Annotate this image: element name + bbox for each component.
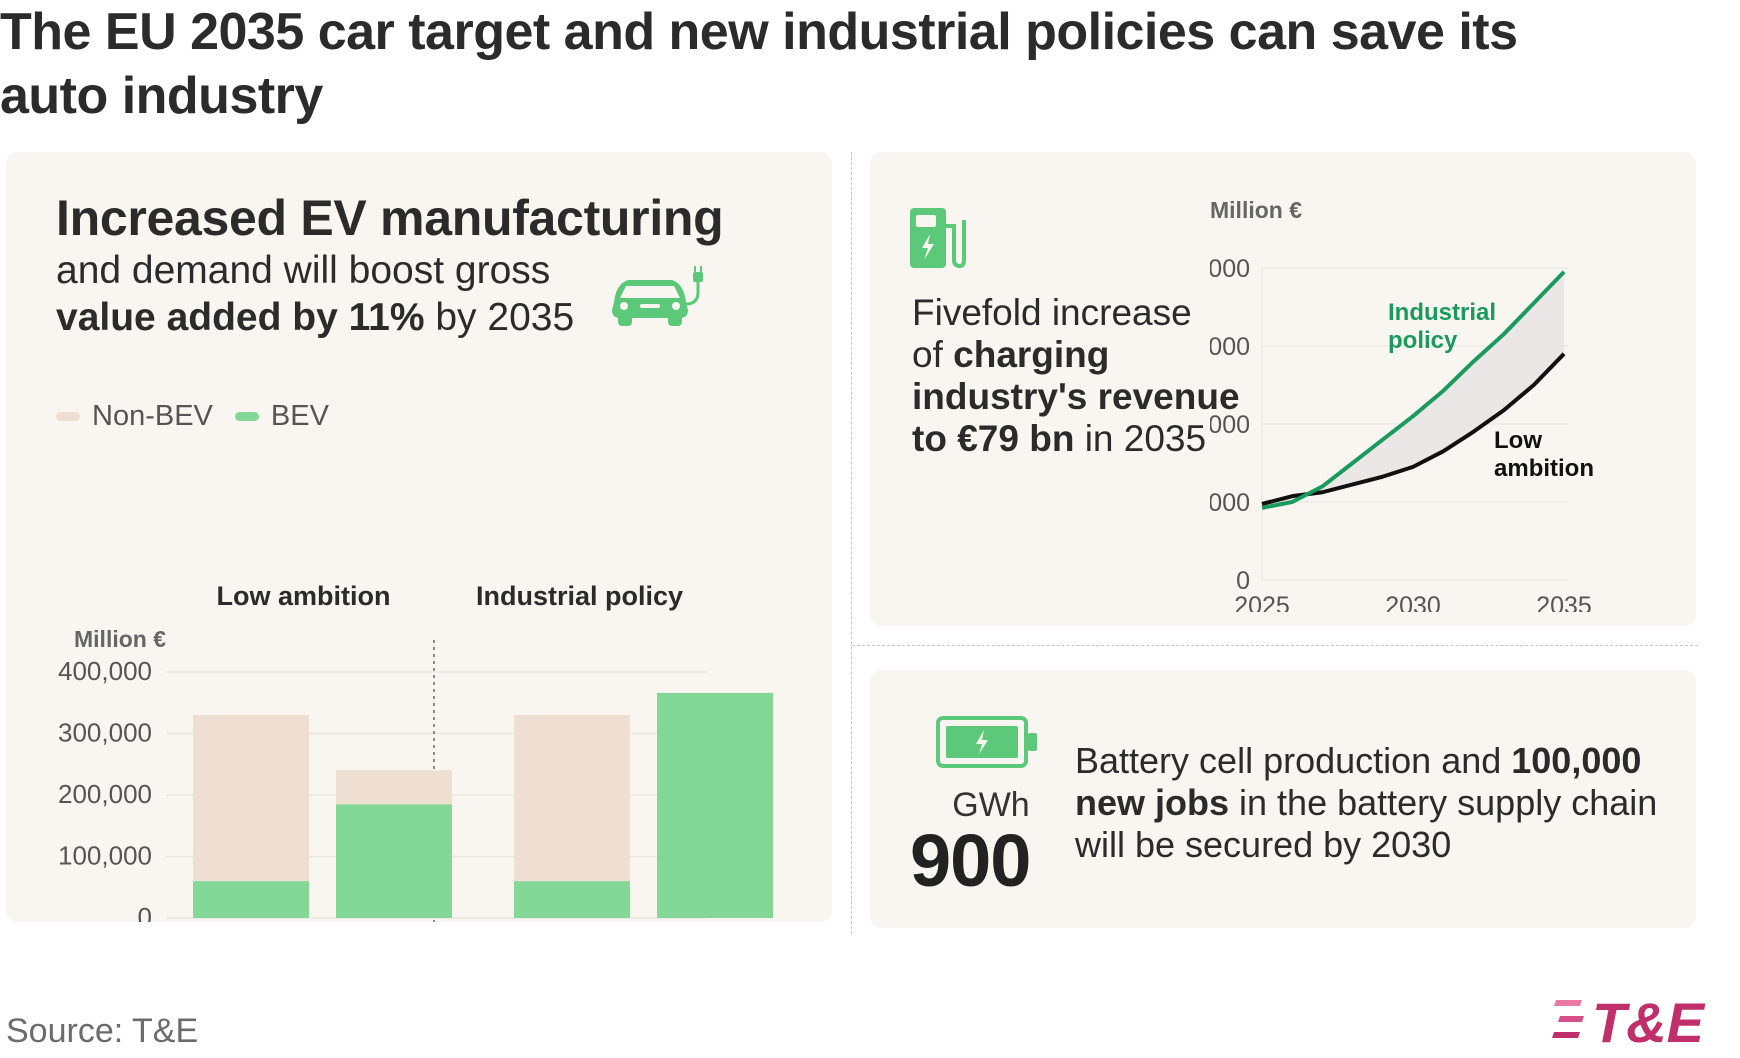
gwh-value: 900: [910, 819, 1031, 902]
gva-bar-chart: Low ambition Industrial policy Million € 0 1…: [58, 581, 773, 922]
gva-heading: Increased EV manufacturing: [56, 190, 724, 246]
charging-line-4-bold: to €79 bn: [912, 418, 1075, 459]
charging-line-2-bold: charging: [953, 334, 1110, 375]
gva-subheading-end: by 2035: [424, 296, 575, 339]
gva-subheading: and demand will boost gross: [56, 249, 551, 292]
gva-heading-block: Increased EV manufacturing and demand wi…: [56, 188, 724, 342]
legend-swatch-bev: [234, 412, 259, 421]
svg-text:T&E: T&E: [1592, 991, 1706, 1052]
group-title: Low ambition: [217, 581, 391, 611]
group-title: Industrial policy: [476, 581, 683, 611]
y-tick-label: 200,000: [58, 779, 152, 809]
y-tick-label: 300,000: [58, 718, 152, 748]
legend-item-bev: BEV: [234, 400, 329, 433]
charging-station-icon: [910, 208, 966, 269]
y-tick-label: 80,000: [1210, 255, 1250, 283]
series-label-low: Low: [1494, 427, 1542, 454]
source-note: Source: T&E: [6, 1012, 199, 1050]
gwh-unit: GWh: [952, 786, 1030, 824]
charging-panel: Fivefold increase of charging industry's…: [870, 152, 1696, 626]
bar-non-bev: [193, 715, 309, 882]
y-tick-label: 0: [138, 902, 152, 922]
bar-non-bev: [336, 770, 452, 805]
y-tick-label: 0: [1236, 567, 1250, 595]
battery-line-1-start: Battery cell production and: [1075, 740, 1512, 781]
bar-non-bev: [514, 715, 630, 882]
te-logo: T&E: [1552, 991, 1706, 1052]
bar-bev: [336, 804, 452, 918]
electric-car-icon: [612, 266, 703, 326]
legend-label-bev: BEV: [270, 400, 329, 432]
y-axis-unit: Million €: [1210, 197, 1302, 223]
battery-line-2: new jobs in the battery supply chain: [1075, 782, 1675, 824]
charging-line-2-start: of: [912, 334, 954, 375]
line-industrial-policy: [1261, 270, 1566, 510]
x-tick-label: 2035: [1536, 592, 1592, 612]
battery-line-1: Battery cell production and 100,000: [1075, 740, 1675, 782]
x-tick-label: 2025: [1234, 592, 1290, 612]
battery-panel: GWh 900 Battery cell production and 100,…: [870, 670, 1696, 928]
battery-text: Battery cell production and 100,000 new …: [1075, 740, 1675, 866]
legend-swatch-non-bev: [56, 412, 80, 421]
gva-panel: Increased EV manufacturing and demand wi…: [6, 152, 832, 922]
x-tick-label: 2030: [1385, 592, 1441, 612]
battery-line-1-bold: 100,000: [1511, 740, 1642, 781]
legend-item-non-bev: Non-BEV: [56, 400, 213, 433]
series-label-low: ambition: [1494, 455, 1594, 482]
y-tick-label: 40,000: [1210, 411, 1250, 439]
charging-text: Fivefold increase of charging industry's…: [912, 292, 1240, 460]
battery-line-2-end: in the battery supply chain: [1229, 782, 1658, 823]
charging-line-4: to €79 bn in 2035: [912, 418, 1240, 460]
gva-subheading-2: value added by 11% by 2035: [56, 294, 723, 342]
charging-line-chart: Million € 0 20,000 40,000 60,000 80,000 2025 20…: [1210, 197, 1594, 612]
y-tick-label: 20,000: [1210, 489, 1250, 517]
charging-line-2: of charging: [912, 334, 1240, 376]
y-axis-unit: Million €: [74, 626, 166, 652]
y-tick-label: 400,000: [58, 656, 152, 686]
series-label-industrial: policy: [1388, 327, 1458, 354]
y-tick-label: 60,000: [1210, 333, 1250, 361]
y-tick-label: 100,000: [58, 841, 152, 871]
gva-highlight: value added by 11%: [56, 296, 425, 339]
battery-line-3: will be secured by 2030: [1075, 824, 1452, 865]
chart-legend: Non-BEV BEV: [56, 400, 351, 433]
bar-bev: [657, 692, 773, 918]
battery-line-2-bold: new jobs: [1075, 782, 1230, 823]
legend-label-non-bev: Non-BEV: [92, 400, 213, 432]
bar-bev: [514, 881, 630, 918]
charging-line-3: industry's revenue: [912, 376, 1240, 418]
battery-icon: [936, 716, 1037, 768]
charging-line-4-end: in 2035: [1074, 418, 1207, 459]
gap-area: [1262, 271, 1564, 508]
vertical-divider: [851, 152, 852, 934]
charging-line-3-bold: industry's revenue: [912, 376, 1240, 417]
bar-bev: [193, 881, 309, 918]
series-label-industrial: Industrial: [1388, 299, 1496, 326]
charging-line-1: Fivefold increase: [912, 292, 1192, 333]
main-title: The EU 2035 car target and new industria…: [0, 3, 1518, 125]
horizontal-divider: [852, 645, 1698, 646]
